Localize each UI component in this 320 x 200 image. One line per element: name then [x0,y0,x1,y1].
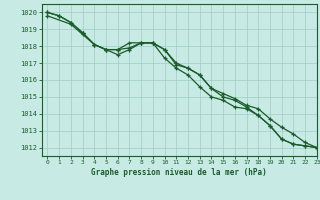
X-axis label: Graphe pression niveau de la mer (hPa): Graphe pression niveau de la mer (hPa) [91,168,267,177]
